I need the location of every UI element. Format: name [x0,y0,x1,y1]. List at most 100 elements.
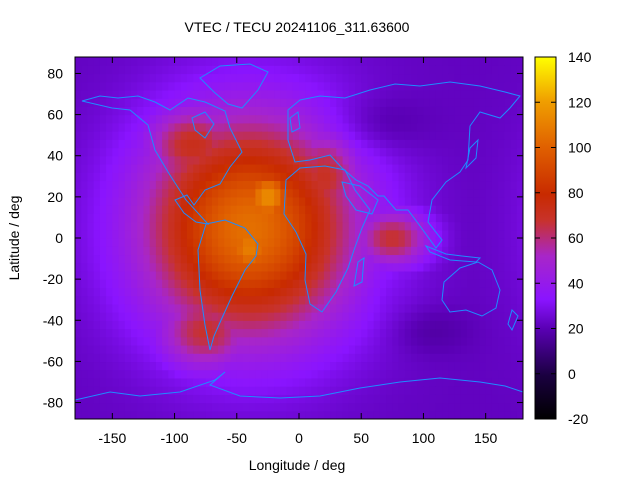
heatmap-cell [379,262,387,272]
heatmap-cell [149,410,157,419]
heatmap-cell [149,312,157,321]
heatmap-cell [112,180,120,190]
heatmap-cell [373,254,381,264]
heatmap-cell [491,73,499,83]
heatmap-cell [75,65,82,75]
heatmap-cell [87,205,95,214]
heatmap-cell [243,73,250,83]
heatmap-cell [99,377,107,387]
heatmap-cell [124,344,132,354]
heatmap-cell [504,98,512,107]
heatmap-cell [224,106,232,116]
heatmap-cell [81,377,89,387]
heatmap-cell [435,229,443,239]
heatmap-cell [168,312,176,321]
heatmap-cell [93,328,101,338]
heatmap-cell [75,213,82,223]
heatmap-cell [491,377,499,387]
heatmap-cell [249,188,257,198]
heatmap-cell [224,386,232,395]
heatmap-cell [274,270,281,280]
heatmap-cell [491,155,499,165]
heatmap-cell [442,279,449,288]
heatmap-cell [330,163,337,173]
heatmap-cell [367,377,375,387]
heatmap-cell [218,106,225,116]
heatmap-cell [392,57,400,66]
heatmap-cell [224,196,232,206]
heatmap-cells [75,57,523,419]
heatmap-cell [174,295,182,305]
heatmap-cell [249,353,257,363]
y-tick-label: 80 [47,65,63,81]
heatmap-cell [417,114,425,124]
heatmap-cell [311,410,319,419]
heatmap-cell [155,402,163,412]
heatmap-cell [149,246,157,256]
heatmap-cell [211,65,219,75]
heatmap-cell [149,81,157,91]
heatmap-cell [267,180,275,190]
heatmap-cell [348,279,356,288]
heatmap-cell [81,369,89,379]
heatmap-cell [373,361,381,371]
heatmap-cell [249,361,257,371]
heatmap-cell [199,353,207,363]
heatmap-cell [473,213,481,223]
heatmap-cell [199,122,207,132]
heatmap-cell [429,196,437,206]
heatmap-cell [305,89,313,99]
heatmap-cell [224,270,232,280]
heatmap-cell [429,172,437,182]
heatmap-cell [435,246,443,256]
heatmap-cell [348,336,356,346]
heatmap-cell [411,163,418,173]
heatmap-cell [348,295,356,305]
heatmap-cell [106,320,113,330]
heatmap-cell [286,155,294,165]
heatmap-cell [274,89,281,99]
heatmap-cell [124,122,132,132]
heatmap-cell [460,163,468,173]
heatmap-cell [255,361,263,371]
heatmap-cell [243,131,250,140]
heatmap-cell [249,213,257,223]
heatmap-cell [491,229,499,239]
heatmap-cell [224,303,232,313]
heatmap-cell [435,172,443,182]
heatmap-cell [311,336,319,346]
heatmap-cell [348,402,356,412]
heatmap-cell [249,246,257,256]
heatmap-cell [255,139,263,149]
heatmap-cell [230,122,238,132]
heatmap-cell [498,131,505,140]
heatmap-cell [442,114,449,124]
heatmap-cell [243,336,250,346]
heatmap-cell [485,377,493,387]
heatmap-cell [435,221,443,231]
heatmap-cell [286,139,294,149]
heatmap-cell [187,147,194,157]
heatmap-cell [93,386,101,395]
heatmap-cell [323,98,331,107]
heatmap-cell [454,213,462,223]
heatmap-cell [267,320,275,330]
heatmap-cell [155,81,163,91]
heatmap-cell [155,361,163,371]
y-tick-label: -20 [43,271,63,287]
heatmap-cell [448,246,456,256]
heatmap-cell [379,89,387,99]
heatmap-cell [311,287,319,297]
heatmap-cell [342,180,350,190]
heatmap-cell [479,336,487,346]
heatmap-cell [75,353,82,363]
heatmap-cell [255,213,263,223]
heatmap-cell [330,270,337,280]
heatmap-cell [187,73,194,83]
heatmap-cell [230,139,238,149]
heatmap-cell [261,221,269,231]
heatmap-cell [230,295,238,305]
heatmap-cell [99,410,107,419]
heatmap-cell [336,369,344,379]
heatmap-cell [124,114,132,124]
